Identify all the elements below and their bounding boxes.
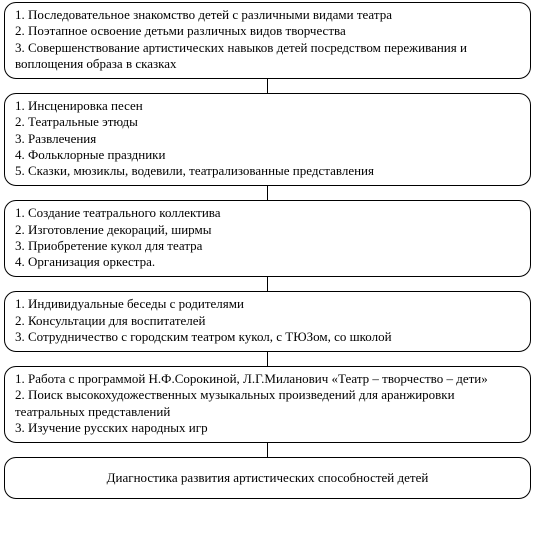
flow-node-item: 3. Изучение русских народных игр	[15, 420, 520, 436]
flow-node-list: 1. Последовательное знакомство детей с р…	[15, 7, 520, 72]
flow-node-item: 4. Организация оркестра.	[15, 254, 520, 270]
flow-node-item: 2. Поиск высокохудожественных музыкальны…	[15, 387, 520, 420]
flow-node-item: 2. Поэтапное освоение детьми различных в…	[15, 23, 520, 39]
flow-node-3: 1. Индивидуальные беседы с родителями2. …	[4, 291, 531, 352]
flow-node-1: 1. Инсценировка песен2. Театральные этюд…	[4, 93, 531, 186]
flow-node-list: 1. Работа с программой Н.Ф.Сорокиной, Л.…	[15, 371, 520, 436]
flowchart-container: 1. Последовательное знакомство детей с р…	[4, 2, 531, 499]
flow-connector	[267, 443, 268, 457]
flow-node-5: Диагностика развития артистических спосо…	[4, 457, 531, 499]
flow-node-list: 1. Индивидуальные беседы с родителями2. …	[15, 296, 520, 345]
flow-connector	[267, 352, 268, 366]
flow-node-item: 2. Изготовление декораций, ширмы	[15, 222, 520, 238]
flow-node-list: 1. Создание театрального коллектива2. Из…	[15, 205, 520, 270]
flow-node-list: 1. Инсценировка песен2. Театральные этюд…	[15, 98, 520, 179]
flow-node-item: 3. Приобретение кукол для театра	[15, 238, 520, 254]
flow-node-item: 1. Индивидуальные беседы с родителями	[15, 296, 520, 312]
flow-node-item: 2. Консультации для воспитателей	[15, 313, 520, 329]
flow-node-item: 4. Фольклорные праздники	[15, 147, 520, 163]
flow-connector	[267, 79, 268, 93]
flow-node-4: 1. Работа с программой Н.Ф.Сорокиной, Л.…	[4, 366, 531, 443]
flow-node-item: 1. Работа с программой Н.Ф.Сорокиной, Л.…	[15, 371, 520, 387]
flow-node-item: 5. Сказки, мюзиклы, водевили, театрализо…	[15, 163, 520, 179]
flow-connector	[267, 277, 268, 291]
flow-node-item: 3. Сотрудничество с городским театром ку…	[15, 329, 520, 345]
flow-node-item: 3. Развлечения	[15, 131, 520, 147]
flow-node-2: 1. Создание театрального коллектива2. Из…	[4, 200, 531, 277]
flow-node-item: 1. Инсценировка песен	[15, 98, 520, 114]
flow-node-0: 1. Последовательное знакомство детей с р…	[4, 2, 531, 79]
flow-node-item: 3. Совершенствование артистических навык…	[15, 40, 520, 73]
flow-node-item: 2. Театральные этюды	[15, 114, 520, 130]
flow-node-item: 1. Последовательное знакомство детей с р…	[15, 7, 520, 23]
flow-connector	[267, 186, 268, 200]
flow-node-item: 1. Создание театрального коллектива	[15, 205, 520, 221]
